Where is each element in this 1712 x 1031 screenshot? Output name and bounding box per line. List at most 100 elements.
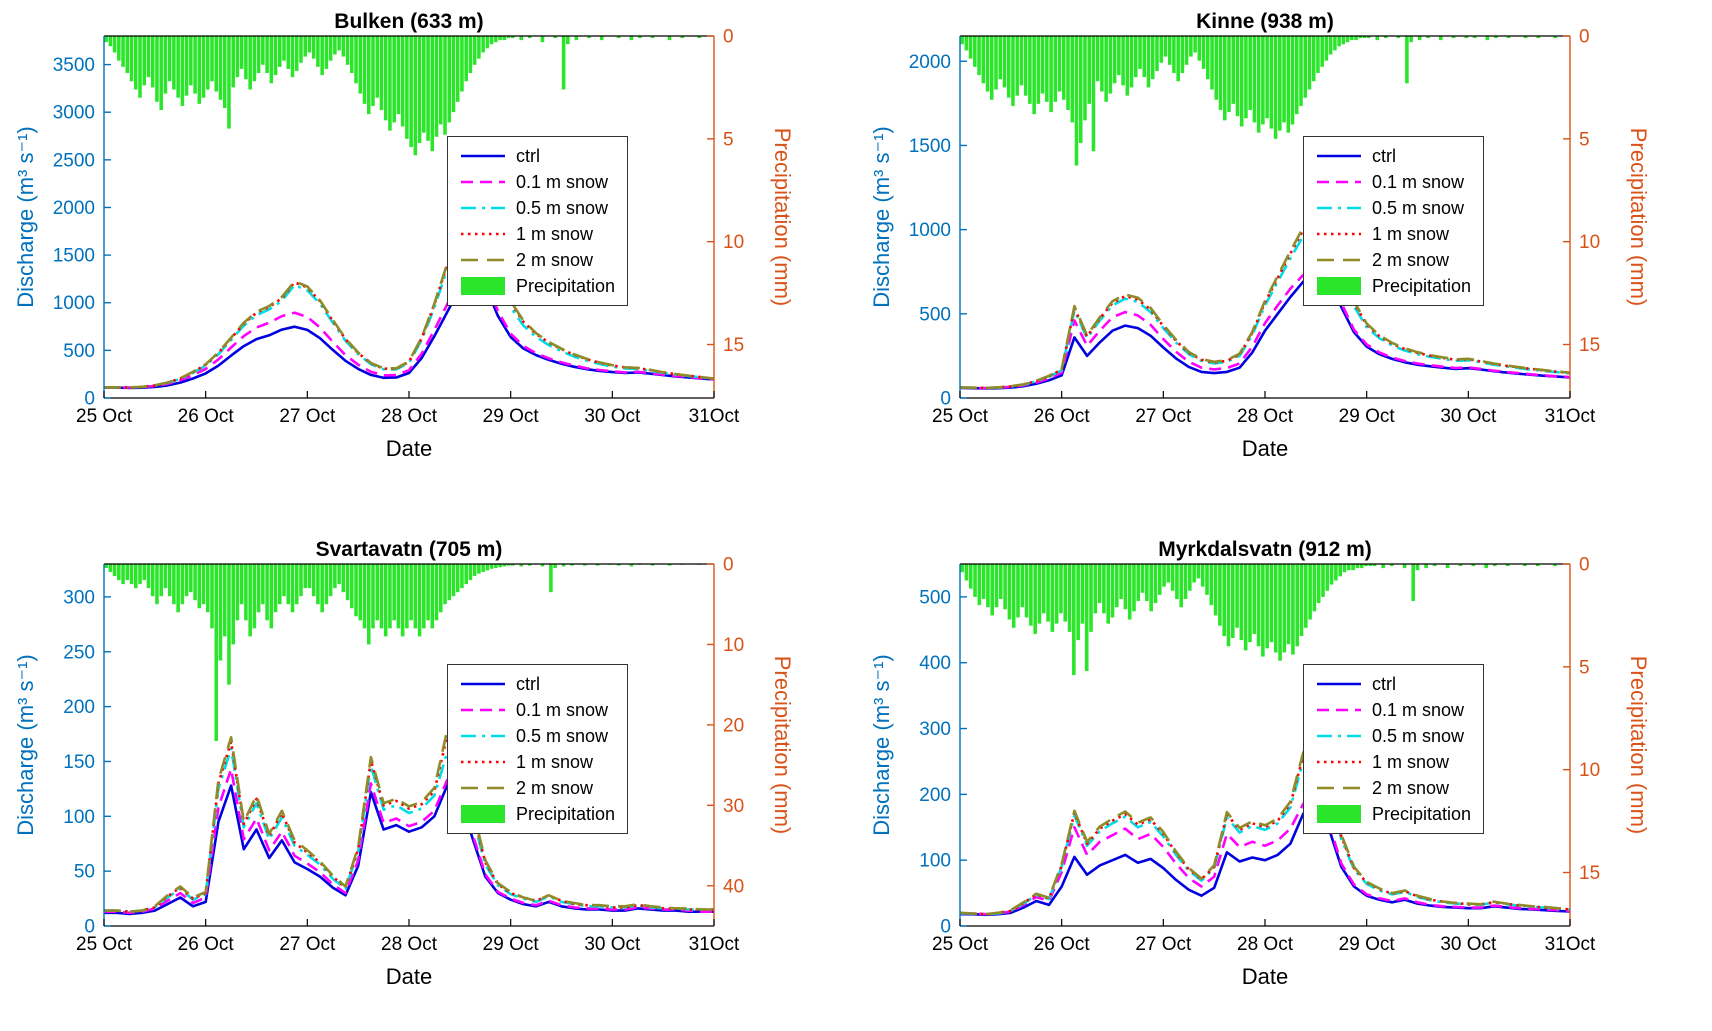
precip-bar <box>256 564 261 613</box>
left-tick-label: 200 <box>919 785 951 806</box>
precip-bar <box>1063 564 1068 622</box>
series-line-snow-0p1m <box>959 263 1571 390</box>
precip-bar <box>1405 36 1409 84</box>
legend-label: 2 m snow <box>1372 250 1450 270</box>
precip-bar <box>1265 36 1269 119</box>
y-axis-label-left: Discharge (m³ s⁻¹) <box>869 126 894 308</box>
legend-item-snow-1m: 1 m snow <box>1316 752 1471 772</box>
legend-label: 1 m snow <box>1372 224 1450 244</box>
legend-label: Precipitation <box>1372 804 1472 824</box>
left-tick-label: 1500 <box>909 136 951 157</box>
precip-bar <box>286 564 291 605</box>
precip-bar <box>1070 36 1075 123</box>
left-tick-label: 2000 <box>53 198 95 219</box>
precip-bar <box>129 564 134 585</box>
precip-bar <box>1179 564 1184 608</box>
panel-title: Bulken (633 m) <box>334 10 484 33</box>
precip-bar <box>1196 564 1201 579</box>
precip-bar <box>1087 36 1091 104</box>
precip-bar <box>1354 36 1358 41</box>
precip-bar <box>197 564 202 609</box>
precip-bar <box>1159 36 1163 63</box>
y-axis-label-left: Discharge (m³ s⁻¹) <box>13 126 38 308</box>
left-tick-label: 100 <box>63 807 95 828</box>
precip-bar <box>485 36 490 49</box>
legend-item-snow-1m: 1 m snow <box>460 224 615 244</box>
legend-line-sample-snow-1m <box>1317 760 1361 764</box>
series-line-snow-2m <box>959 725 1571 916</box>
precip-bar <box>1119 564 1123 599</box>
plot-canvas-svartavatn: 0 50 100 150 200 250 300 0 10 20 30 40 25 Oct 26 Oct 2… <box>63 555 744 956</box>
precip-bar <box>1167 36 1172 65</box>
legend-label: ctrl <box>1372 674 1396 694</box>
precip-bar <box>973 564 977 597</box>
precip-bar <box>303 36 307 57</box>
right-tick-label: 15 <box>723 335 744 356</box>
precip-bar <box>417 564 422 637</box>
precip-bar <box>1050 564 1055 632</box>
precip-bar <box>133 36 138 90</box>
precip-bar <box>235 36 240 78</box>
precip-bar <box>990 564 995 616</box>
precip-bar <box>1209 564 1214 606</box>
precip-bar <box>1396 36 1401 39</box>
right-tick-label: 0 <box>1579 27 1590 48</box>
precip-bar <box>282 36 286 61</box>
precip-bar <box>477 36 481 59</box>
precip-bar <box>1104 36 1108 102</box>
precip-bar <box>981 36 986 84</box>
precip-bar <box>248 36 252 90</box>
precip-bar <box>316 36 320 67</box>
precip-bar <box>1341 36 1346 45</box>
precip-bar <box>973 36 977 67</box>
precip-bar <box>1451 36 1456 39</box>
precip-bar <box>1146 36 1151 88</box>
precip-bar <box>1206 36 1210 80</box>
precip-bar <box>434 36 439 137</box>
precip-bar <box>1123 564 1128 610</box>
precip-bar <box>511 564 515 566</box>
precip-bar <box>218 564 223 661</box>
legend-item-snow-0p5m: 0.5 m snow <box>1316 726 1471 746</box>
precip-bar <box>1265 564 1269 649</box>
precip-bar <box>1153 564 1158 604</box>
precip-bar <box>108 36 113 47</box>
precip-bar <box>341 564 346 593</box>
precip-bar <box>1028 36 1032 104</box>
precip-bar <box>231 564 235 645</box>
legend-item-snow-2m: 2 m snow <box>460 250 615 270</box>
precip-bar <box>366 36 371 115</box>
precip-bar <box>197 36 202 104</box>
precip-bar <box>117 564 121 581</box>
precip-bar <box>1338 564 1342 577</box>
precip-bar <box>303 564 307 589</box>
left-tick-label: 0 <box>940 389 951 410</box>
precip-bar <box>1072 564 1076 676</box>
legend-precipitation-swatch <box>1317 277 1361 295</box>
precip-bar <box>324 564 329 605</box>
precip-bar <box>1175 564 1179 599</box>
precip-bar <box>1493 564 1497 567</box>
legend-item-snow-1m: 1 m snow <box>460 752 615 772</box>
y-axis-label-right: Precipitation (mm) <box>770 127 795 307</box>
precip-bar <box>1100 36 1104 92</box>
x-tick-label: 30 Oct <box>584 934 641 955</box>
precip-bar <box>1458 564 1463 567</box>
precip-bar <box>316 564 320 605</box>
precip-bar <box>176 36 180 98</box>
legend-item-ctrl: ctrl <box>1316 674 1471 694</box>
precip-bar <box>129 36 134 82</box>
left-tick-label: 500 <box>63 341 95 362</box>
y-axis-label-right: Precipitation (mm) <box>1626 655 1651 835</box>
precip-bar <box>1093 564 1098 614</box>
precip-bar <box>472 564 477 577</box>
precip-bar <box>1045 36 1049 102</box>
panel-title: Myrkdalsvatn (912 m) <box>1158 538 1372 561</box>
precip-bar <box>1150 36 1155 80</box>
precip-bar <box>1261 36 1265 125</box>
precip-bar <box>117 36 121 61</box>
precip-bar <box>350 564 354 609</box>
precip-bar <box>1023 36 1028 96</box>
legend-label: 0.5 m snow <box>516 726 609 746</box>
x-tick-label: 31Oct <box>1545 406 1596 427</box>
